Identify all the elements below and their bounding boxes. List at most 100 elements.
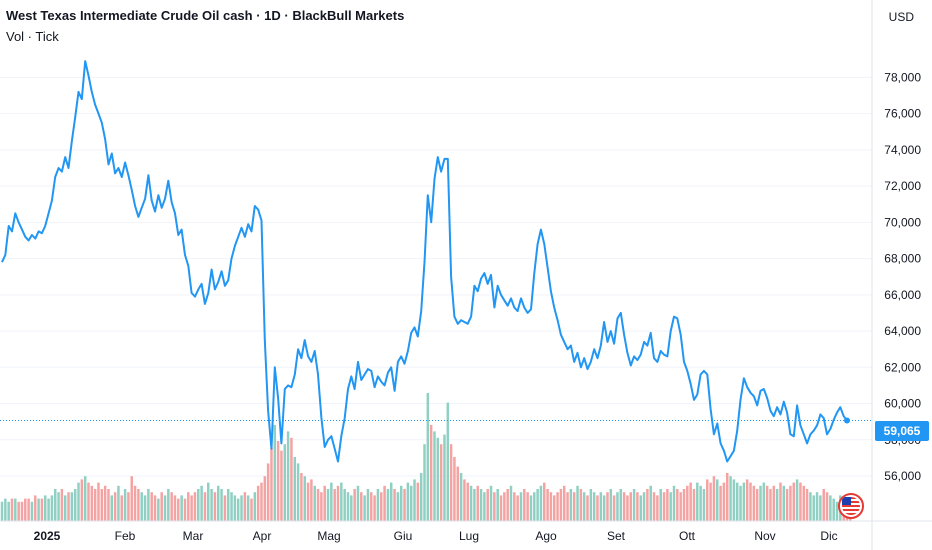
- volume-bar: [236, 498, 240, 521]
- volume-bar: [599, 492, 603, 521]
- volume-bar: [612, 495, 616, 521]
- volume-bar: [230, 492, 233, 521]
- volume-bar: [366, 489, 370, 521]
- volume-bar: [207, 482, 210, 521]
- volume-bar: [263, 476, 267, 521]
- volume-bar: [283, 444, 287, 521]
- volume-bar: [762, 482, 766, 521]
- volume-bar: [53, 489, 57, 521]
- volume-bar: [386, 489, 390, 521]
- volume-bar: [835, 501, 839, 521]
- volume-bar: [562, 485, 566, 521]
- volume-bar: [722, 482, 726, 521]
- x-tick-label: Dic: [820, 529, 837, 543]
- volume-bar: [303, 476, 306, 521]
- volume-bar: [360, 492, 363, 521]
- volume-bar: [646, 489, 649, 521]
- volume-bar: [509, 485, 513, 521]
- volume-bar: [50, 495, 54, 521]
- volume-bar: [576, 485, 579, 521]
- volume-bar: [376, 489, 380, 521]
- volume-bar: [712, 476, 716, 521]
- volume-bar: [306, 482, 310, 521]
- volume-bar: [825, 492, 829, 521]
- volume-bar: [516, 495, 519, 521]
- volume-bar: [553, 495, 556, 521]
- volume-bar: [157, 498, 160, 521]
- volume-bar: [745, 479, 749, 521]
- volume-bar: [153, 495, 157, 521]
- volume-bar: [423, 444, 426, 521]
- volume-bar: [399, 485, 403, 521]
- volume-bar: [636, 492, 639, 521]
- volume-bar: [270, 447, 273, 521]
- x-tick-label: 2025: [34, 529, 61, 543]
- y-tick-label: 76,000: [884, 107, 921, 121]
- volume-bar: [396, 492, 400, 521]
- price-axis[interactable]: 56,00058,00060,00062,00064,00066,00068,0…: [884, 70, 921, 483]
- volume-bar: [100, 489, 104, 521]
- volume-indicator-label[interactable]: Vol · Tick: [6, 29, 59, 44]
- volume-bar: [37, 498, 40, 521]
- volume-bar: [160, 492, 163, 521]
- volume-bar: [486, 489, 489, 521]
- volume-bar: [632, 489, 636, 521]
- volume-bar: [812, 495, 815, 521]
- volume-bar: [340, 482, 343, 521]
- volume-bar: [572, 492, 576, 521]
- volume-bar: [719, 485, 722, 521]
- volume-bar: [626, 495, 629, 521]
- volume-bar: [622, 492, 626, 521]
- y-tick-label: 64,000: [884, 324, 921, 338]
- volume-bar: [87, 482, 90, 521]
- volume-bar: [493, 492, 496, 521]
- volume-bar: [240, 495, 243, 521]
- volume-bar: [296, 463, 300, 521]
- volume-bar: [596, 495, 599, 521]
- volume-bar: [343, 489, 346, 521]
- volume-bar: [300, 473, 303, 521]
- volume-bar: [363, 495, 366, 521]
- us-flag-icon[interactable]: [838, 493, 864, 519]
- volume-bar: [163, 495, 167, 521]
- x-tick-label: Lug: [459, 529, 479, 543]
- volume-bar: [220, 489, 223, 521]
- x-tick-label: Ago: [535, 529, 557, 543]
- volume-bar: [60, 489, 64, 521]
- volume-bar: [443, 434, 446, 521]
- volume-bar: [769, 489, 772, 521]
- volume-bar: [273, 425, 277, 521]
- time-axis[interactable]: 2025 Feb Mar Apr Mag Giu Lug Ago Set Ott Nov Dic: [34, 529, 838, 543]
- volume-bar: [67, 492, 70, 521]
- x-tick-label: Set: [607, 529, 626, 543]
- volume-bar: [140, 492, 143, 521]
- volume-bar: [805, 489, 809, 521]
- price-series-line[interactable]: [1, 60, 848, 463]
- volume-bar: [346, 492, 350, 521]
- volume-bar: [449, 444, 453, 521]
- volume-bar: [499, 495, 503, 521]
- currency-label[interactable]: USD: [888, 10, 914, 24]
- volume-bar: [586, 495, 589, 521]
- volume-bar: [103, 485, 107, 521]
- volume-bar: [649, 485, 652, 521]
- volume-bar: [193, 492, 197, 521]
- volume-bar: [380, 492, 383, 521]
- volume-bar: [120, 495, 124, 521]
- y-tick-label: 70,000: [884, 215, 921, 229]
- volume-bar: [14, 498, 17, 521]
- x-tick-label: Mar: [183, 529, 204, 543]
- volume-bar: [393, 489, 396, 521]
- volume-bar: [519, 492, 523, 521]
- volume-bar: [689, 482, 692, 521]
- volume-bar: [413, 479, 416, 521]
- volume-bar: [290, 437, 293, 521]
- volume-bar: [313, 485, 316, 521]
- volume-bar: [246, 495, 250, 521]
- volume-bar: [389, 482, 393, 521]
- volume-bar: [147, 489, 150, 521]
- volume-bar: [326, 489, 330, 521]
- volume-bar: [699, 485, 702, 521]
- last-price-marker: [844, 417, 850, 424]
